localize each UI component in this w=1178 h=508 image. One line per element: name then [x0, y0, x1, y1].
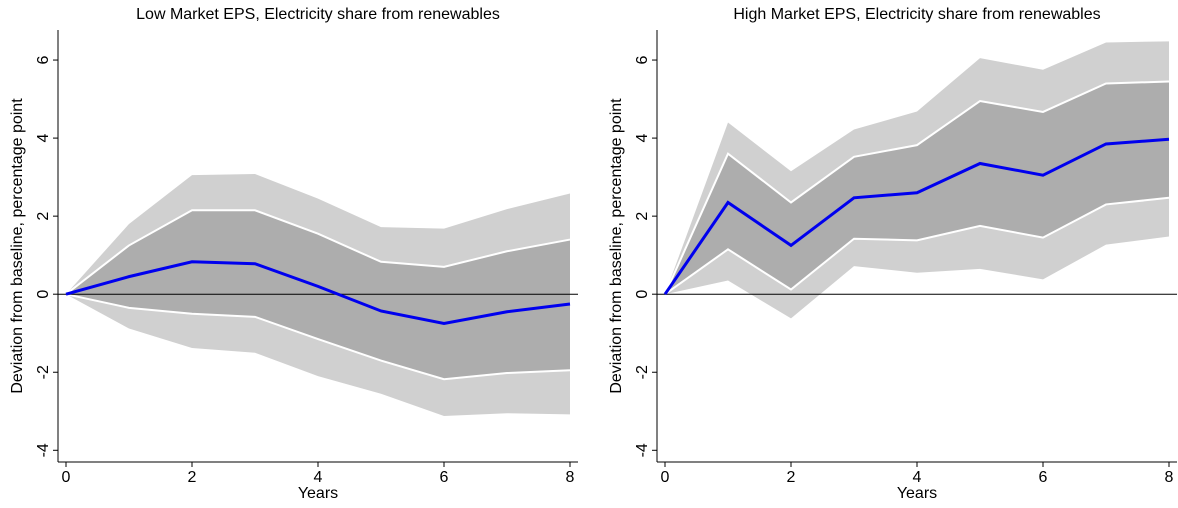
chart-title: High Market EPS, Electricity share from …	[733, 6, 1100, 23]
band-edge	[664, 80, 1170, 295]
chart-title: Low Market EPS, Electricity share from r…	[136, 6, 500, 23]
x-tick-label: 4	[314, 469, 323, 486]
x-axis-title: Years	[298, 485, 338, 502]
y-tick-label: 2	[35, 212, 52, 221]
y-tick-label: -4	[634, 443, 651, 457]
y-tick-label: 0	[634, 290, 651, 299]
line	[663, 137, 1170, 296]
x-tick-label: 0	[661, 469, 670, 486]
x-tick-label: 6	[1039, 469, 1048, 486]
y-tick-label: 6	[35, 56, 52, 65]
x-tick-label: 8	[1165, 469, 1174, 486]
x-tick-label: 4	[913, 469, 922, 486]
x-tick-label: 8	[566, 469, 575, 486]
y-tick-label: 2	[634, 212, 651, 221]
y-tick-label: 6	[634, 56, 651, 65]
y-axis-title: Deviation from baseline, percentage poin…	[9, 98, 26, 394]
y-tick-label: 0	[35, 290, 52, 299]
y-tick-label: -2	[35, 365, 52, 379]
y-tick-label: -4	[35, 443, 52, 457]
y-tick-label: 4	[35, 134, 52, 143]
y-tick-label: 4	[634, 134, 651, 143]
y-axis-title: Deviation from baseline, percentage poin…	[608, 98, 625, 394]
x-tick-label: 2	[188, 469, 197, 486]
x-axis-title: Years	[897, 485, 937, 502]
line	[65, 260, 571, 325]
confidence-band	[665, 81, 1169, 295]
x-tick-label: 2	[787, 469, 796, 486]
y-tick-label: -2	[634, 365, 651, 379]
band-edge	[65, 209, 571, 295]
x-tick-label: 0	[62, 469, 71, 486]
confidence-band	[66, 210, 570, 380]
band-edge	[664, 196, 1170, 296]
x-tick-label: 6	[440, 469, 449, 486]
band-edge	[65, 293, 571, 381]
